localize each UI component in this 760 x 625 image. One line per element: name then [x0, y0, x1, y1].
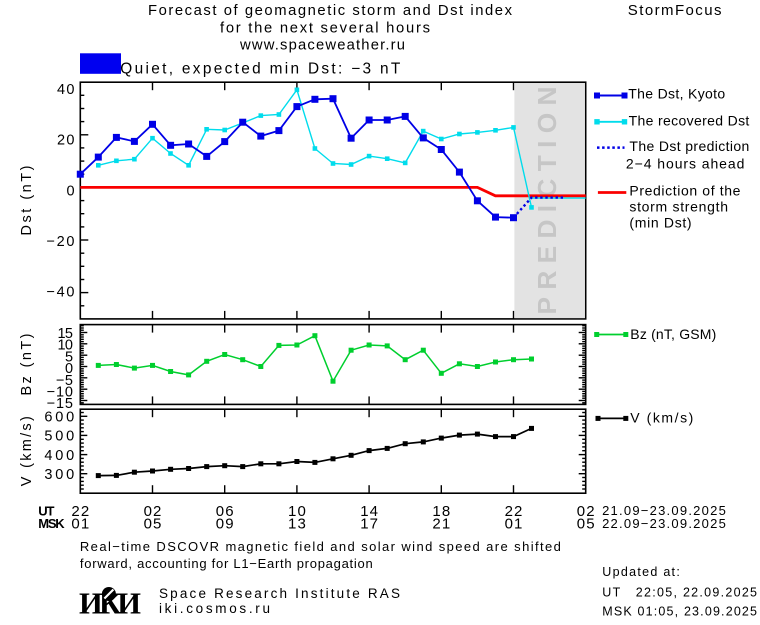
svg-text:MSK 01:05, 23.09.2025: MSK 01:05, 23.09.2025 — [602, 604, 757, 618]
svg-text:Prediction of the: Prediction of the — [629, 182, 740, 198]
svg-text:5: 5 — [65, 349, 73, 365]
svg-text:−15: −15 — [47, 396, 73, 412]
svg-text:−40: −40 — [47, 285, 75, 301]
svg-text:01: 01 — [505, 516, 523, 533]
svg-text:15: 15 — [58, 326, 74, 342]
svg-text:UT: UT — [38, 503, 54, 518]
svg-text:V (km/s): V (km/s) — [19, 416, 35, 486]
svg-text:The Dst prediction: The Dst prediction — [629, 138, 749, 154]
svg-text:40: 40 — [57, 82, 75, 98]
svg-text:Bz (nT): Bz (nT) — [19, 334, 35, 396]
svg-text:20: 20 — [57, 133, 75, 149]
svg-text:18: 18 — [432, 503, 450, 520]
svg-text:09: 09 — [216, 516, 234, 533]
svg-text:for the next several hours: for the next several hours — [220, 21, 430, 37]
svg-text:01: 01 — [71, 516, 89, 533]
svg-text:www.spaceweather.ru: www.spaceweather.ru — [239, 37, 405, 53]
svg-text:05: 05 — [144, 516, 162, 533]
svg-text:MSK: MSK — [38, 516, 65, 531]
svg-text:0: 0 — [65, 361, 73, 377]
svg-text:21.09−23.09.2025: 21.09−23.09.2025 — [602, 503, 726, 518]
svg-text:21: 21 — [432, 516, 450, 533]
svg-text:−10: −10 — [47, 385, 73, 401]
svg-text:17: 17 — [360, 516, 378, 533]
svg-text:0: 0 — [67, 183, 75, 199]
svg-text:StormFocus: StormFocus — [628, 2, 722, 19]
svg-text:Forecast of geomagnetic storm: Forecast of geomagnetic storm and Dst in… — [148, 3, 513, 19]
svg-text:iki.cosmos.ru: iki.cosmos.ru — [159, 601, 270, 616]
svg-text:−5: −5 — [56, 373, 73, 389]
svg-text:UT 22:05, 22.09.2025: UT 22:05, 22.09.2025 — [602, 585, 757, 599]
svg-text:10: 10 — [288, 503, 306, 520]
svg-text:(min Dst): (min Dst) — [629, 214, 691, 230]
svg-text:02: 02 — [577, 503, 595, 520]
svg-text:500: 500 — [44, 429, 74, 445]
svg-text:The Dst, Kyoto: The Dst, Kyoto — [628, 85, 725, 101]
svg-text:22: 22 — [71, 503, 89, 520]
svg-text:forward, accounting for L1−Ear: forward, accounting for L1−Earth propaga… — [80, 556, 373, 571]
svg-text:V (km/s): V (km/s) — [630, 410, 693, 426]
svg-text:−20: −20 — [47, 234, 75, 250]
svg-text:600: 600 — [44, 410, 74, 426]
svg-text:Space Research Institute RAS: Space Research Institute RAS — [159, 586, 400, 601]
svg-text:400: 400 — [44, 448, 74, 464]
svg-text:Real−time DSCOVR magnetic fiel: Real−time DSCOVR magnetic field and sola… — [80, 539, 561, 554]
svg-text:05: 05 — [577, 516, 595, 533]
svg-text:22.09−23.09.2025: 22.09−23.09.2025 — [602, 516, 726, 531]
svg-text:10: 10 — [58, 338, 74, 354]
svg-text:Bz (nT, GSM): Bz (nT, GSM) — [630, 326, 716, 342]
svg-text:The recovered Dst: The recovered Dst — [629, 113, 750, 129]
svg-text:22: 22 — [505, 503, 523, 520]
svg-text:13: 13 — [288, 516, 306, 533]
svg-text:06: 06 — [216, 503, 234, 520]
svg-text:02: 02 — [144, 503, 162, 520]
svg-text:Quiet, expected min Dst: −3 nT: Quiet, expected min Dst: −3 nT — [120, 61, 401, 78]
svg-text:300: 300 — [44, 467, 74, 483]
svg-text:14: 14 — [360, 503, 378, 520]
svg-text:2−4 hours ahead: 2−4 hours ahead — [626, 156, 745, 172]
svg-text:storm strength: storm strength — [629, 198, 728, 214]
